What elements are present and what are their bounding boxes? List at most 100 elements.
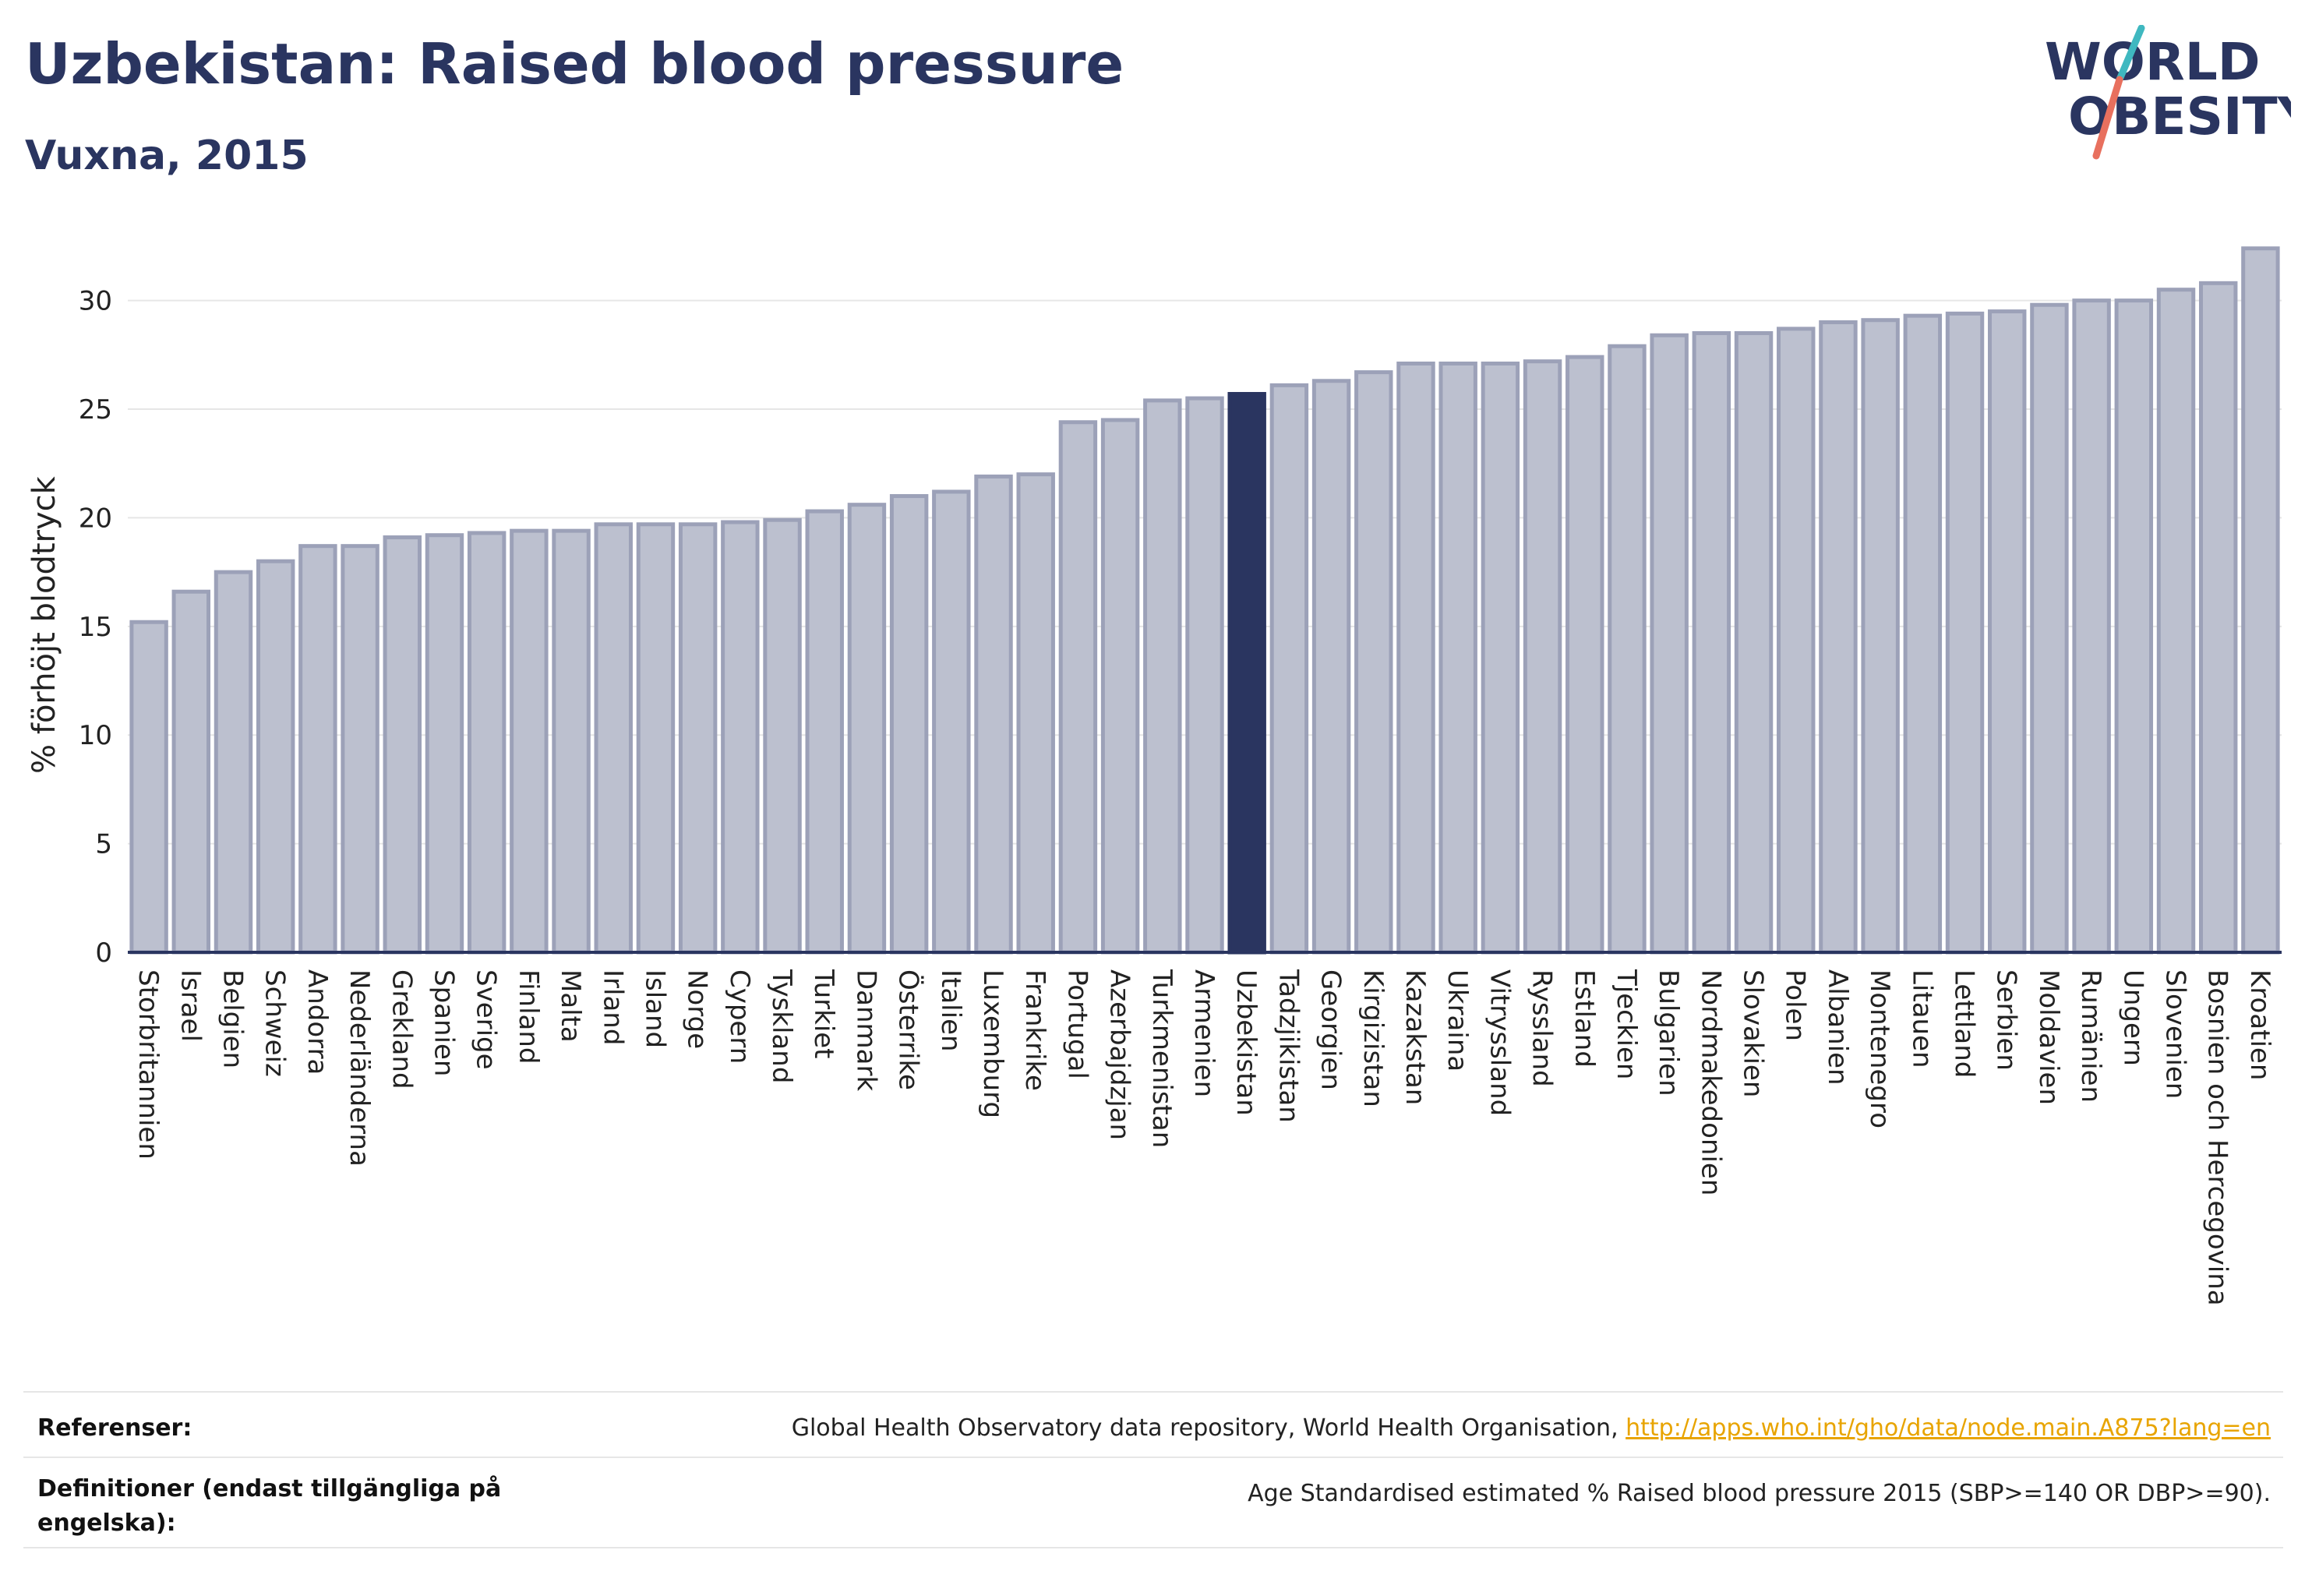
definitions-label: Definitioner (endast tillgängliga på eng… [37, 1475, 502, 1537]
x-tick-label: Kroatien [2244, 969, 2275, 1080]
y-tick-label: 15 [79, 612, 112, 643]
x-tick-label: Finland [513, 969, 544, 1065]
bar [1692, 330, 1731, 955]
bar [1481, 361, 1520, 955]
x-tick-label: Rumänien [2075, 969, 2106, 1103]
bar [1903, 313, 1943, 955]
x-tick-label: Litauen [1906, 969, 1937, 1068]
bar [171, 589, 211, 955]
bar [425, 533, 464, 955]
x-tick-label: Ungern [2117, 969, 2148, 1066]
chart-title: Uzbekistan: Raised blood pressure [25, 31, 1124, 97]
x-tick-label: Montenegro [1864, 969, 1895, 1128]
definitions-value: Age Standardised estimated % Raised bloo… [1248, 1480, 2271, 1507]
bar [1269, 383, 1309, 955]
x-tick-label: Nederländerna [344, 969, 375, 1167]
x-tick-label: Sverige [471, 969, 502, 1070]
bar [594, 522, 633, 955]
bar [1016, 472, 1055, 955]
bar [1945, 311, 1985, 955]
bar [2198, 281, 2238, 955]
bar [636, 522, 676, 955]
x-tick-label: Andorra [302, 969, 333, 1075]
x-tick-label: Tyskland [766, 969, 797, 1083]
logo-slash-coral [2092, 76, 2123, 160]
x-tick-label: Bosnien och Hercegovina [2202, 969, 2233, 1306]
x-tick-label: Frankrike [1019, 969, 1050, 1091]
x-tick-label: Serbien [1991, 969, 2022, 1071]
references-value: Global Health Observatory data repositor… [792, 1414, 2271, 1442]
x-tick-label: Georgien [1315, 969, 1347, 1090]
bar [1777, 327, 1816, 955]
bar [1819, 320, 1858, 955]
bar [2030, 302, 2069, 955]
bar [847, 503, 887, 955]
x-tick-label: Cypern [724, 969, 755, 1064]
bar [1438, 361, 1477, 955]
bar [1227, 392, 1266, 955]
x-tick-label: Azerbajdzjan [1104, 969, 1135, 1140]
bar-chart: 0 5 10 15 20 25 30 % förhöjt blodtryck Storbrita… [26, 246, 2282, 1306]
x-tick-label: Portugal [1061, 969, 1092, 1079]
bar [1734, 330, 1774, 955]
x-tick-label: Nordmakedonien [1695, 969, 1726, 1195]
bar [721, 520, 760, 955]
x-tick-label: Storbritannien [132, 969, 164, 1160]
bar [2072, 298, 2111, 955]
bar [1143, 398, 1182, 955]
x-tick-label: Slovenien [2160, 969, 2191, 1099]
x-tick-label: Uzbekistan [1230, 969, 1262, 1116]
x-tick-label: Vitryssland [1484, 969, 1515, 1116]
bar [1608, 344, 1647, 955]
x-tick-label: Turkiet [808, 969, 839, 1059]
x-tick-label: Polen [1780, 969, 1811, 1041]
x-tick-label: Turkmenistan [1146, 969, 1177, 1148]
x-tick-label: Kirgizistan [1357, 969, 1389, 1107]
x-tick-label: Island [639, 969, 670, 1048]
bar [341, 544, 379, 955]
bar [805, 509, 844, 955]
x-tick-label: Albanien [1822, 969, 1853, 1086]
references-text: Global Health Observatory data repositor… [791, 1414, 1626, 1442]
x-tick-label: Belgien [217, 969, 248, 1068]
x-tick-label: Ryssland [1527, 969, 1558, 1087]
definitions-row: Definitioner (endast tillgängliga på eng… [23, 1457, 2283, 1548]
bar [1523, 359, 1562, 955]
x-tick-label: Danmark [850, 969, 881, 1091]
y-tick-label: 30 [79, 286, 112, 317]
x-tick-label: Estland [1569, 969, 1600, 1068]
bar [1650, 333, 1689, 955]
references-label: Referenser: [37, 1414, 192, 1442]
x-tick-label: Kazakstan [1400, 969, 1431, 1105]
x-tick-label: Israel [175, 969, 206, 1042]
references-row: Referenser: Global Health Observatory da… [23, 1391, 2283, 1458]
x-tick-label: Irland [597, 969, 628, 1045]
bar [1185, 396, 1224, 955]
y-axis-label: % förhöjt blodtryck [26, 475, 62, 774]
x-tick-label: Italien [935, 969, 966, 1052]
bar [1861, 318, 1900, 955]
bar [932, 489, 971, 955]
bar [974, 474, 1013, 955]
x-tick-label: Österrike [893, 969, 925, 1090]
x-tick-label: Slovakien [1738, 969, 1769, 1097]
x-tick-label: Schweiz [259, 969, 291, 1077]
x-tick-label: Grekland [386, 969, 417, 1089]
bar [678, 522, 718, 955]
bar [1058, 420, 1098, 955]
chart-subtitle: Vuxna, 2015 [25, 132, 309, 179]
y-tick-label: 10 [79, 720, 112, 751]
bar [1311, 379, 1351, 955]
bar [1565, 355, 1604, 955]
x-tick-label: Tjeckien [1611, 969, 1642, 1079]
x-tick-label: Tadzjikistan [1273, 969, 1304, 1123]
bar [1396, 361, 1435, 955]
x-tick-label: Bulgarien [1653, 969, 1684, 1096]
bar [1354, 370, 1393, 955]
bar [467, 531, 507, 955]
references-link[interactable]: http://apps.who.int/gho/data/node.main.A… [1626, 1414, 2271, 1442]
x-tick-label: Ukraina [1442, 969, 1473, 1072]
bar [510, 528, 549, 955]
world-obesity-logo: WORLD OBESITY [2045, 25, 2291, 160]
logo-slash-teal [2116, 25, 2145, 83]
